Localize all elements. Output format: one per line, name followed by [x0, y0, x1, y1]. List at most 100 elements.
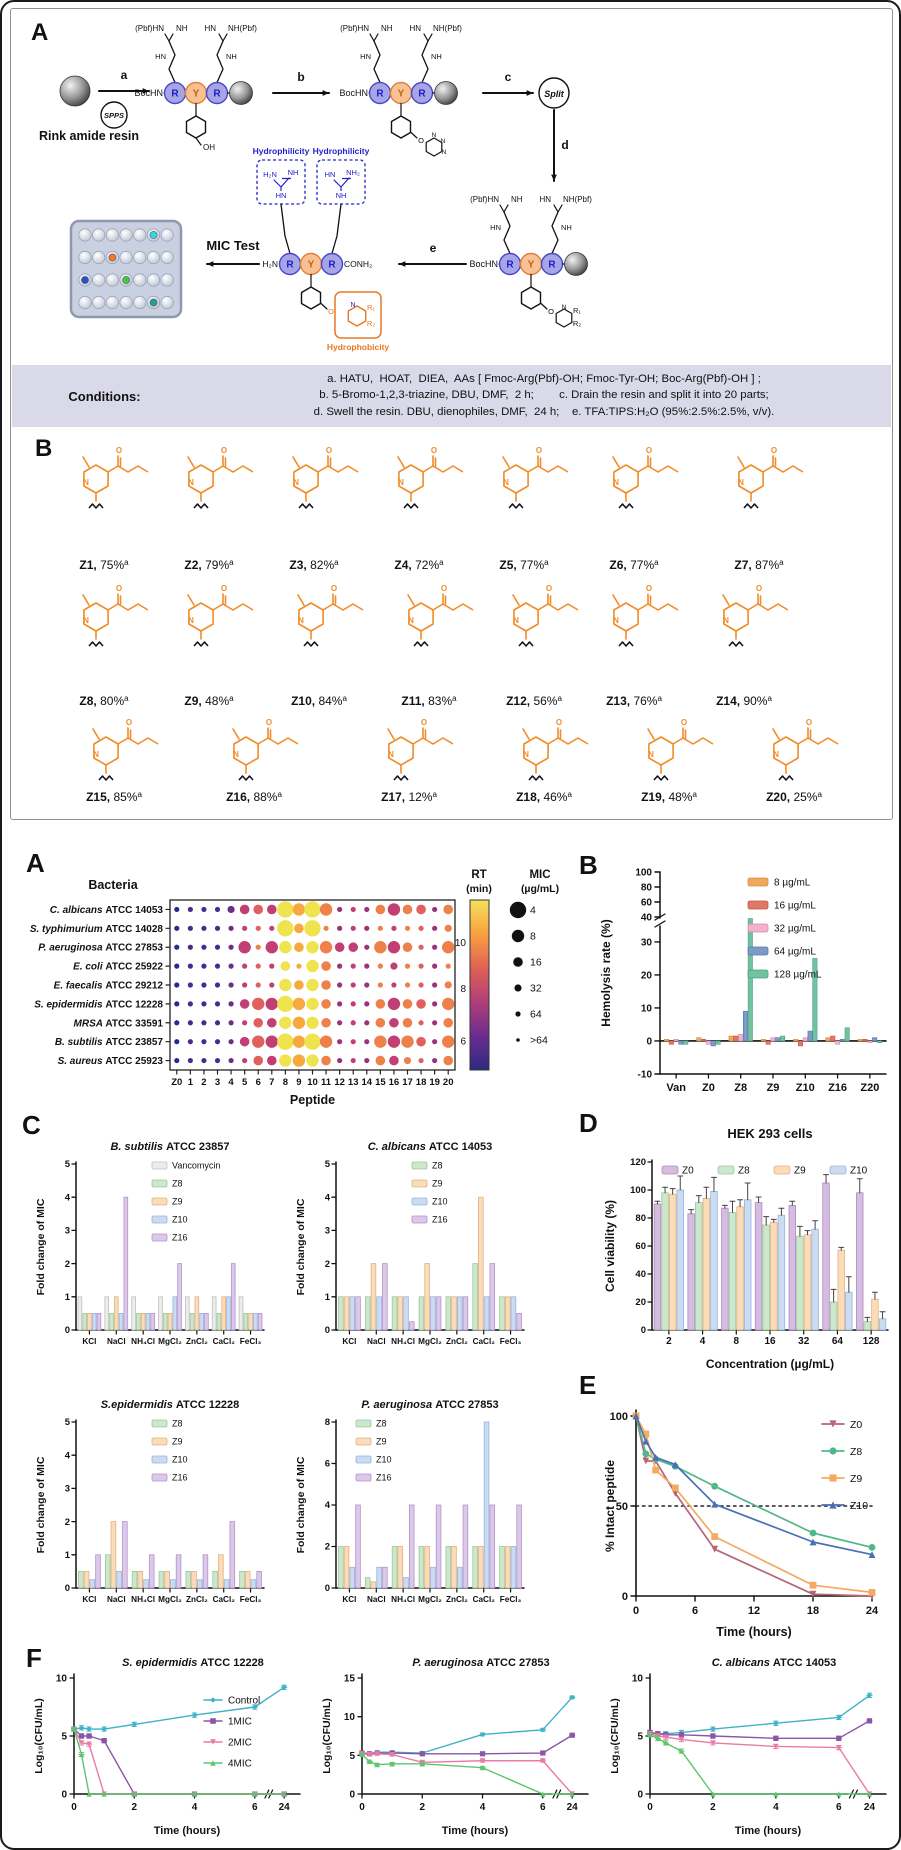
svg-text:O: O	[646, 584, 652, 593]
svg-text:O: O	[548, 307, 554, 316]
svg-text:NaCl: NaCl	[107, 1595, 126, 1604]
svg-text:N: N	[408, 616, 414, 625]
conditions-lines: a. HATU, HOAT, DIEA, AAs [ Fmoc-Arg(Pbf)…	[197, 372, 891, 420]
compound-label: Z10, 84%a	[291, 694, 347, 708]
svg-text:NH: NH	[511, 195, 523, 204]
svg-text:FeCl₃: FeCl₃	[500, 1595, 522, 1604]
svg-text:BocHN: BocHN	[339, 88, 368, 98]
compound-label: Z5, 77%a	[499, 558, 549, 572]
svg-text:1: 1	[325, 1292, 331, 1303]
svg-text:Z10: Z10	[432, 1197, 448, 1207]
svg-text:MgCl₂: MgCl₂	[418, 1595, 442, 1604]
svg-text:17: 17	[402, 1077, 413, 1088]
svg-text:80: 80	[635, 1213, 646, 1224]
svg-text:O: O	[326, 446, 332, 455]
svg-text:S.epidermidis ATCC 12228: S.epidermidis ATCC 12228	[101, 1399, 240, 1411]
structure-motif: NO	[647, 718, 714, 781]
panel-a-label: A	[31, 19, 49, 46]
svg-text:OH: OH	[203, 143, 215, 152]
svg-text:>64: >64	[530, 1035, 548, 1047]
structure-motif: NO	[387, 718, 454, 781]
structure-motif: NO	[92, 718, 159, 781]
compound-label: Z7, 87%a	[734, 558, 784, 572]
svg-text:O: O	[418, 136, 424, 145]
svg-text:Concentration (µg/mL): Concentration (µg/mL)	[706, 1357, 834, 1371]
svg-text:NH: NH	[381, 24, 393, 33]
svg-text:5: 5	[349, 1751, 355, 1762]
svg-text:FeCl₃: FeCl₃	[240, 1337, 262, 1346]
svg-text:15: 15	[375, 1077, 386, 1088]
compound-label: Z20, 25%a	[766, 790, 822, 804]
svg-text:N: N	[562, 304, 567, 311]
svg-text:ZnCl₂: ZnCl₂	[446, 1337, 468, 1346]
svg-text:Z8: Z8	[850, 1446, 862, 1458]
svg-text:3: 3	[325, 1226, 330, 1237]
svg-text:10: 10	[344, 1712, 356, 1723]
svg-text:2: 2	[325, 1259, 330, 1270]
bubble-row-label: C. albicans ATCC 14053	[50, 905, 164, 916]
svg-text:O: O	[806, 718, 812, 727]
svg-text:0: 0	[71, 1802, 77, 1813]
svg-text:MIC Test: MIC Test	[206, 238, 260, 253]
svg-text:Rink amide resin: Rink amide resin	[39, 129, 139, 143]
svg-text:Hydrophobicity: Hydrophobicity	[327, 342, 390, 352]
svg-text:3: 3	[65, 1226, 70, 1237]
svg-text:H₂N: H₂N	[262, 259, 278, 269]
structure-motif: NO	[512, 584, 579, 647]
svg-text:0: 0	[622, 1591, 628, 1603]
svg-text:5: 5	[637, 1732, 643, 1743]
structure-motif: NO	[407, 584, 474, 647]
compound-label: Z9, 48%a	[184, 694, 234, 708]
svg-text:6: 6	[692, 1605, 698, 1617]
svg-text:2: 2	[65, 1517, 70, 1528]
svg-text:NH(Pbf): NH(Pbf)	[228, 24, 257, 33]
svg-text:2: 2	[325, 1542, 330, 1553]
svg-text:Z16: Z16	[172, 1233, 188, 1243]
svg-text:Fold change of MIC: Fold change of MIC	[35, 1198, 47, 1295]
svg-text:N: N	[350, 302, 355, 309]
svg-text:HN: HN	[409, 24, 421, 33]
svg-text:20: 20	[635, 1297, 646, 1308]
svg-text:2: 2	[65, 1259, 70, 1270]
svg-text:5: 5	[242, 1077, 248, 1088]
svg-text:Z9: Z9	[172, 1197, 183, 1207]
svg-text:50: 50	[616, 1501, 628, 1513]
svg-text:13: 13	[348, 1077, 359, 1088]
bubble-row-label: MRSA ATCC 33591	[74, 1018, 164, 1029]
svg-text:KCl: KCl	[82, 1337, 96, 1346]
svg-text:R: R	[171, 89, 179, 100]
svg-text:5: 5	[61, 1732, 67, 1743]
hemolysis-plot: -10 0 10 20 30 40 60 80 100 Van Z0 Z8 Z9 Z10 Z16 Z20 Hem…	[599, 868, 887, 1094]
svg-text:NH₄Cl: NH₄Cl	[131, 1595, 155, 1604]
compound-label: Z11, 83%a	[401, 694, 457, 708]
svg-text:N: N	[442, 149, 447, 156]
svg-text:CaCl₂: CaCl₂	[213, 1337, 236, 1346]
svg-text:5: 5	[65, 1417, 71, 1428]
svg-text:BocHN: BocHN	[469, 259, 498, 269]
bubble-plot: Bacteria C. albicans ATCC 14053 S. typhimu…	[30, 869, 559, 1107]
svg-text:3: 3	[215, 1077, 220, 1088]
compound-label: Z1, 75%a	[79, 558, 129, 572]
svg-text:Z10: Z10	[376, 1455, 392, 1465]
svg-text:R₂: R₂	[367, 319, 375, 328]
svg-text:16: 16	[530, 957, 542, 969]
stability-plot: 0 50 100 0 6 12 18 24 % Intact peptide Time (hour…	[603, 1409, 879, 1639]
structure-motif: NO	[297, 584, 364, 647]
compound-label: Z2, 79%a	[184, 558, 234, 572]
svg-text:30: 30	[641, 937, 653, 948]
svg-text:6: 6	[252, 1802, 258, 1813]
svg-text:O: O	[536, 446, 542, 455]
svg-text:9: 9	[296, 1077, 301, 1088]
svg-text:O: O	[116, 446, 122, 455]
svg-text:0: 0	[61, 1790, 67, 1801]
svg-text:Z16: Z16	[172, 1473, 188, 1483]
bar-plot: B. subtilis ATCC 23857 0 1 2 3 4 5 KCl NaCl NH₄Cl…	[35, 1141, 265, 1346]
svg-text:NH: NH	[288, 168, 299, 177]
svg-text:20: 20	[641, 970, 653, 981]
svg-text:14: 14	[361, 1077, 372, 1088]
svg-text:8: 8	[325, 1417, 330, 1428]
compound-label: Z16, 88%a	[226, 790, 282, 804]
svg-text:2MIC: 2MIC	[228, 1738, 252, 1749]
svg-text:0: 0	[647, 1802, 653, 1813]
